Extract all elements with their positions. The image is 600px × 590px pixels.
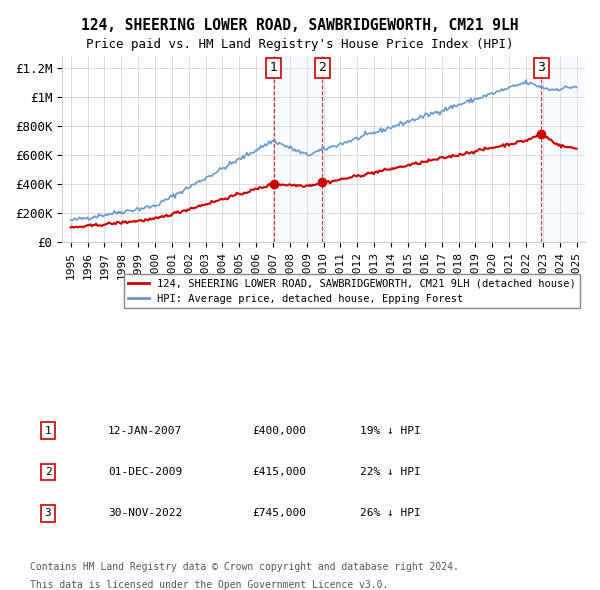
Text: 22% ↓ HPI: 22% ↓ HPI bbox=[360, 467, 421, 477]
Text: Price paid vs. HM Land Registry's House Price Index (HPI): Price paid vs. HM Land Registry's House … bbox=[86, 38, 514, 51]
Legend: 124, SHEERING LOWER ROAD, SAWBRIDGEWORTH, CM21 9LH (detached house), HPI: Averag: 124, SHEERING LOWER ROAD, SAWBRIDGEWORTH… bbox=[124, 274, 580, 308]
Text: 1: 1 bbox=[44, 426, 52, 435]
Text: £415,000: £415,000 bbox=[252, 467, 306, 477]
Text: This data is licensed under the Open Government Licence v3.0.: This data is licensed under the Open Gov… bbox=[30, 580, 388, 590]
Text: £745,000: £745,000 bbox=[252, 509, 306, 518]
Text: 19% ↓ HPI: 19% ↓ HPI bbox=[360, 426, 421, 435]
Text: 30-NOV-2022: 30-NOV-2022 bbox=[108, 509, 182, 518]
Text: 2: 2 bbox=[319, 61, 326, 74]
Text: 124, SHEERING LOWER ROAD, SAWBRIDGEWORTH, CM21 9LH: 124, SHEERING LOWER ROAD, SAWBRIDGEWORTH… bbox=[81, 18, 519, 32]
Bar bbox=[541, 56, 585, 242]
Text: 3: 3 bbox=[538, 61, 545, 74]
Text: 2: 2 bbox=[44, 467, 52, 477]
Text: Contains HM Land Registry data © Crown copyright and database right 2024.: Contains HM Land Registry data © Crown c… bbox=[30, 562, 459, 572]
Text: 1: 1 bbox=[270, 61, 278, 74]
Text: 01-DEC-2009: 01-DEC-2009 bbox=[108, 467, 182, 477]
Text: £400,000: £400,000 bbox=[252, 426, 306, 435]
Text: 3: 3 bbox=[44, 509, 52, 518]
Bar bbox=[274, 56, 322, 242]
Text: 26% ↓ HPI: 26% ↓ HPI bbox=[360, 509, 421, 518]
Text: 12-JAN-2007: 12-JAN-2007 bbox=[108, 426, 182, 435]
